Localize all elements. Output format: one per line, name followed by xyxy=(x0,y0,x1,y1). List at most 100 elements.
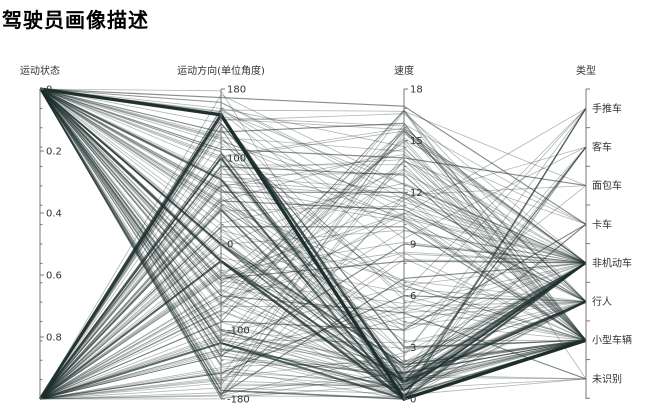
data-line xyxy=(39,88,587,363)
data-line xyxy=(39,88,587,378)
tick-label: 0 xyxy=(410,395,416,406)
data-line xyxy=(39,88,587,264)
data-line xyxy=(39,350,587,400)
data-line xyxy=(39,88,587,341)
axis-1: 运动方向(单位角度) 180 100 0 -100 -180 xyxy=(177,64,265,406)
data-line xyxy=(39,88,587,396)
data-line xyxy=(39,339,587,400)
data-line xyxy=(39,262,587,400)
tick-label: 非机动车 xyxy=(592,256,632,269)
data-line xyxy=(39,88,587,306)
data-line xyxy=(39,226,587,400)
tick-label: 小型车辆 xyxy=(592,334,632,347)
data-line xyxy=(39,262,587,400)
data-line xyxy=(39,94,587,400)
data-line xyxy=(39,88,587,392)
data-line xyxy=(39,88,587,396)
data-line xyxy=(39,339,587,400)
data-line xyxy=(39,113,587,400)
tick-label: 手推车 xyxy=(592,102,622,115)
data-line xyxy=(39,334,587,400)
data-line xyxy=(39,339,587,400)
data-line xyxy=(39,88,587,264)
data-line xyxy=(39,153,587,400)
data-line xyxy=(39,88,587,386)
data-line xyxy=(39,88,587,279)
data-line xyxy=(39,88,587,264)
data-line xyxy=(39,88,587,400)
data-line xyxy=(39,88,587,341)
data-line xyxy=(39,172,587,400)
data-line xyxy=(39,182,587,400)
data-line xyxy=(39,137,587,400)
data-line xyxy=(39,109,587,400)
data-line xyxy=(39,88,587,264)
data-line xyxy=(39,310,587,400)
data-line xyxy=(39,88,587,397)
chart-title: 驾驶员画像描述 xyxy=(2,8,149,32)
data-line xyxy=(39,88,587,397)
data-line xyxy=(39,180,587,400)
tick-label: -100 xyxy=(227,326,250,337)
tick-label: 行人 xyxy=(592,295,612,308)
data-line xyxy=(39,288,587,400)
data-line xyxy=(39,88,587,341)
data-line xyxy=(39,108,587,400)
tick-label: 未识别 xyxy=(592,373,622,385)
data-line xyxy=(39,146,587,400)
data-line xyxy=(39,88,587,341)
data-line xyxy=(39,159,587,400)
data-line xyxy=(39,88,587,380)
tick-label: 12 xyxy=(410,188,423,199)
data-line xyxy=(39,262,587,400)
data-line xyxy=(39,88,587,341)
data-line xyxy=(39,88,587,387)
data-line xyxy=(39,88,587,302)
data-line xyxy=(39,88,587,396)
tick-label: 100 xyxy=(227,153,246,164)
tick-label: 0.8 xyxy=(46,333,62,344)
data-line xyxy=(39,88,587,399)
data-line xyxy=(39,110,587,400)
data-line xyxy=(39,88,587,281)
tick-label: 180 xyxy=(227,85,246,96)
axis-name: 速度 xyxy=(394,64,414,77)
data-line xyxy=(39,88,587,341)
data-line xyxy=(39,108,587,400)
data-line xyxy=(39,88,587,302)
data-line xyxy=(39,88,587,374)
data-line xyxy=(39,88,587,375)
data-line xyxy=(39,88,587,331)
axes: 运动状态00.20.40.60.8运动方向(单位角度)1801000-100-1… xyxy=(20,64,632,406)
tick-label: 15 xyxy=(410,136,423,147)
axis-name: 运动状态 xyxy=(20,64,60,77)
data-line xyxy=(39,88,587,341)
data-line xyxy=(39,88,587,187)
data-line xyxy=(39,88,587,366)
data-line xyxy=(39,165,587,400)
data-line xyxy=(39,88,587,366)
data-line xyxy=(39,294,587,400)
data-line xyxy=(39,183,587,400)
data-line xyxy=(39,88,587,289)
data-line xyxy=(39,88,587,341)
data-line xyxy=(39,184,587,400)
data-line xyxy=(39,252,587,400)
data-line xyxy=(39,131,587,400)
axis-name: 运动方向(单位角度) xyxy=(177,64,265,77)
data-line xyxy=(39,88,587,396)
tick-label: 0 xyxy=(46,85,52,96)
data-line xyxy=(39,88,587,387)
data-line xyxy=(39,88,587,400)
data-line xyxy=(39,88,587,393)
data-line xyxy=(39,205,587,400)
tick-label: 卡车 xyxy=(592,218,612,231)
tick-label: 0.6 xyxy=(46,271,62,282)
data-line xyxy=(39,262,587,400)
tick-label: 客车 xyxy=(592,140,612,153)
data-line xyxy=(39,130,587,400)
data-line xyxy=(39,295,587,400)
data-line xyxy=(39,152,587,400)
